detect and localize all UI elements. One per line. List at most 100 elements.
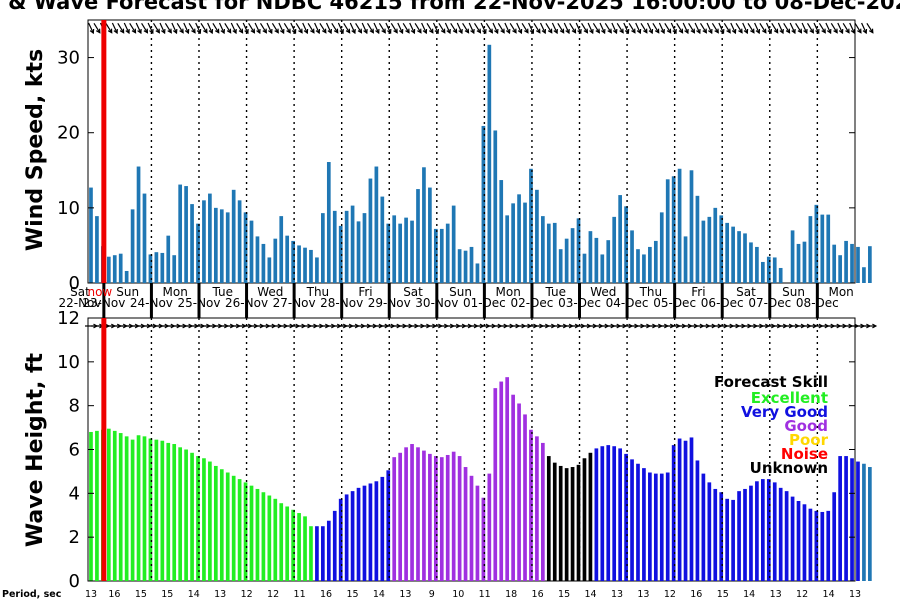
wave-bar	[796, 501, 801, 581]
wind-direction-arrow	[117, 22, 125, 34]
wind-direction-arrow	[432, 22, 439, 35]
wind-direction-arrow	[771, 22, 779, 34]
wind-direction-arrow	[866, 22, 874, 34]
wind-direction-arrow	[581, 22, 589, 34]
wind-bar	[255, 236, 260, 283]
wind-bar	[618, 195, 622, 283]
wind-direction-arrow	[468, 22, 475, 35]
date-label: 22-Nov	[58, 296, 101, 310]
wave-direction-arrow	[863, 323, 878, 329]
wave-bar	[451, 451, 456, 581]
wind-y-axis-label: Wind Speed, kts	[23, 49, 48, 251]
wind-bar	[868, 246, 872, 283]
wind-direction-arrow	[789, 22, 796, 35]
wind-direction-arrow	[378, 22, 386, 34]
wind-direction-arrow	[849, 22, 856, 35]
wind-bar	[196, 223, 200, 283]
wave-bar	[130, 439, 135, 581]
wave-bar	[404, 447, 408, 581]
wind-bar	[202, 200, 206, 283]
wave-bar	[112, 430, 117, 581]
day-of-week-label: Tue	[544, 285, 566, 299]
wave-bar	[766, 479, 771, 581]
wave-bar	[618, 448, 622, 581]
wind-bar	[148, 254, 153, 283]
wind-direction-arrow	[164, 22, 172, 34]
wind-bar	[374, 166, 379, 283]
wave-bar	[755, 481, 759, 581]
wind-direction-arrow	[818, 22, 826, 34]
wind-direction-arrow	[473, 22, 482, 34]
wind-direction-arrow	[557, 22, 565, 34]
wave-bar	[118, 433, 123, 581]
wave-bar	[315, 526, 319, 581]
wind-direction-arrow	[563, 22, 570, 35]
wave-bar	[95, 430, 99, 581]
wind-bar	[523, 202, 527, 283]
wind-bar	[594, 237, 599, 283]
wind-bar	[564, 238, 569, 283]
wave-bar	[493, 388, 498, 581]
wind-bar	[89, 187, 93, 283]
period-value: 12	[796, 589, 808, 600]
wave-y-tick-label: 0	[69, 571, 80, 592]
wave-bar	[630, 459, 634, 581]
wind-direction-arrow	[539, 22, 546, 35]
wind-direction-arrow	[521, 22, 529, 34]
wave-bar	[624, 453, 628, 581]
wind-panel: 0102030Sat22-NovSun23-NovMon24-NovTue25-…	[57, 19, 874, 318]
wave-bar	[552, 462, 557, 581]
period-value: 14	[188, 589, 200, 600]
wave-bar	[642, 468, 646, 581]
wind-direction-arrow	[438, 22, 446, 34]
day-of-week-label: Sun	[116, 285, 139, 299]
wave-bar	[463, 467, 468, 581]
wind-bar	[558, 249, 563, 283]
wind-bar	[749, 242, 753, 283]
wave-bar	[196, 456, 200, 581]
wind-bar	[285, 235, 290, 283]
wind-bar	[243, 212, 248, 283]
wave-y-tick-label: 2	[69, 527, 80, 548]
period-value: 15	[717, 589, 729, 600]
wave-y-tick-label: 10	[57, 352, 80, 373]
wave-bar	[326, 520, 331, 581]
wind-bar	[433, 228, 438, 283]
wind-direction-arrow	[188, 22, 196, 34]
wind-bar	[541, 216, 545, 283]
wind-bar	[743, 233, 747, 283]
wind-bar	[517, 194, 521, 283]
wind-bar	[457, 249, 462, 283]
wind-bar	[439, 228, 444, 283]
wind-direction-arrow	[266, 22, 273, 35]
wind-bar	[481, 125, 486, 283]
wind-bar	[338, 225, 343, 283]
wind-bar	[237, 200, 242, 283]
wind-direction-arrow	[837, 22, 844, 35]
wind-direction-arrow	[141, 22, 149, 34]
wind-bar	[766, 256, 771, 283]
wind-bar	[535, 189, 539, 283]
wave-bar	[422, 450, 426, 581]
wave-bar	[374, 481, 379, 581]
wind-bar	[344, 210, 349, 283]
wind-direction-arrow	[93, 22, 101, 34]
wind-direction-arrow	[325, 22, 332, 35]
wind-direction-arrow	[426, 22, 434, 34]
wind-direction-arrow	[504, 22, 511, 35]
wind-direction-arrow	[361, 22, 368, 35]
wave-bar	[546, 456, 551, 581]
wind-direction-arrow	[349, 22, 356, 35]
day-of-week-label: Tue	[212, 285, 234, 299]
wind-bar	[368, 178, 373, 283]
wave-bar	[844, 456, 848, 581]
wind-direction-arrow	[105, 22, 113, 34]
period-value: 13	[849, 589, 861, 600]
wave-bar	[505, 377, 510, 581]
wave-bar	[219, 469, 224, 581]
period-value: 16	[690, 589, 702, 600]
wave-bar	[368, 483, 373, 581]
wind-bar	[380, 196, 385, 283]
wind-direction-arrow	[545, 22, 553, 34]
wind-bar	[844, 240, 848, 283]
